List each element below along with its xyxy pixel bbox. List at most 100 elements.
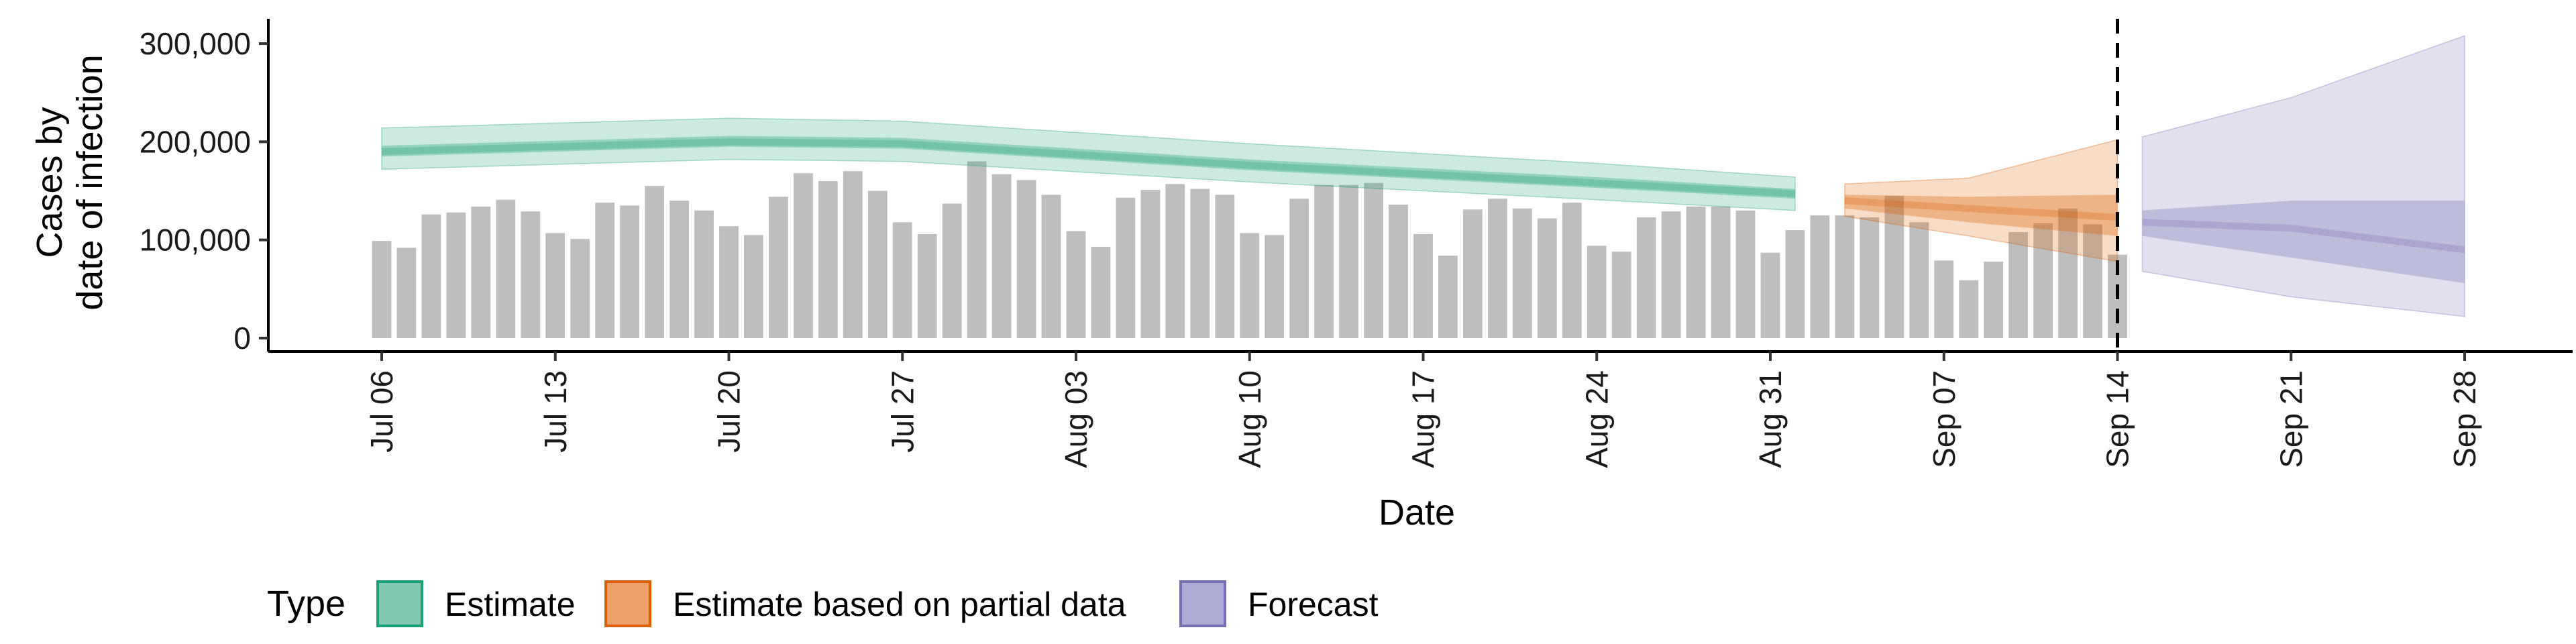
x-tick-label: Jul 20 — [712, 370, 747, 453]
observed-cases-bar — [1265, 235, 1285, 338]
observed-cases-bar — [1686, 206, 1706, 338]
observed-cases-bar — [1587, 246, 1607, 338]
observed-cases-bar — [2008, 232, 2028, 338]
x-axis-ticks: Jul 06 Jul 13 Jul 20 Jul 27 Aug 03 Aug 10 Aug … — [364, 352, 2482, 468]
observed-cases-bar — [1611, 252, 1631, 338]
observed-cases-bar — [496, 199, 516, 338]
observed-cases-bar — [991, 174, 1012, 338]
observed-cases-bar — [2058, 208, 2078, 338]
observed-cases-bar — [1041, 195, 1061, 338]
estimate-based-on-partial-data-median-band — [1844, 197, 2118, 221]
x-tick-label: Sep 21 — [2273, 370, 2308, 468]
observed-cases-bar — [521, 211, 541, 338]
observed-cases-bar — [1066, 231, 1086, 338]
legend: Type Estimate Estimate based on partial d… — [267, 580, 1379, 627]
observed-cases-bar — [917, 233, 937, 338]
x-tick-label: Aug 17 — [1406, 370, 1441, 468]
observed-cases-bar — [1116, 197, 1136, 338]
observed-cases-bar — [1562, 203, 1582, 338]
observed-cases-bar — [1661, 211, 1681, 338]
legend-swatch — [376, 580, 423, 627]
ribbons — [381, 35, 2465, 317]
observed-cases-bar — [1860, 217, 1880, 338]
observed-cases-bar — [1314, 184, 1334, 338]
estimate-median-band — [382, 138, 1795, 197]
observed-cases-bar — [1512, 208, 1532, 338]
observed-cases-bar — [1091, 246, 1111, 338]
estimate-outer-band — [381, 117, 1796, 211]
observed-cases-bar — [620, 205, 639, 338]
observed-cases-bar — [1016, 180, 1036, 338]
observed-cases-bar — [2083, 224, 2102, 338]
observed-cases-bar — [1810, 215, 1830, 338]
observed-cases-bar — [669, 201, 689, 338]
observed-cases-bar — [570, 239, 590, 338]
x-tick-label: Aug 24 — [1579, 370, 1614, 468]
observed-cases-bar — [1934, 260, 1954, 338]
observed-cases-bar — [694, 210, 714, 338]
observed-cases-bar — [1140, 190, 1161, 338]
observed-cases-bar — [794, 173, 813, 338]
observed-cases-bar — [421, 214, 441, 338]
observed-cases-bar — [595, 203, 615, 338]
observed-cases-bar — [744, 235, 763, 338]
x-tick-label: Sep 14 — [2100, 370, 2135, 468]
observed-cases-bar — [471, 206, 491, 338]
forecast-median-band — [2142, 219, 2465, 254]
observed-cases-bar — [1438, 256, 1458, 338]
observed-cases-bar — [1463, 209, 1483, 338]
observed-cases-bar — [1413, 233, 1433, 338]
observed-cases-bar — [867, 191, 888, 338]
observed-cases-bar — [1959, 280, 1979, 338]
observed-cases-bar — [719, 226, 739, 338]
observed-cases-bar — [1190, 189, 1210, 338]
observed-cases-bar — [1165, 184, 1185, 338]
observed-cases-bar — [2033, 223, 2053, 338]
forecast-inner-band — [2142, 201, 2465, 284]
legend-title: Type — [267, 584, 345, 624]
observed-cases-bar — [942, 203, 962, 338]
observed-cases-bar — [1240, 233, 1260, 338]
observed-cases-bar — [372, 241, 392, 338]
x-axis-title: Date — [1379, 492, 1455, 533]
observed-cases-bar — [818, 180, 838, 338]
estimate-based-on-partial-data-inner-band — [1844, 195, 2118, 236]
observed-cases-bar — [892, 222, 912, 338]
y-tick-label: 300,000 — [140, 26, 251, 61]
observed-cases-bar — [1488, 199, 1507, 338]
legend-item: Forecast — [1179, 580, 1379, 627]
observed-cases-bar — [1884, 195, 1904, 338]
observed-cases-bar — [1984, 261, 2004, 338]
legend-label: Forecast — [1248, 586, 1379, 623]
observed-cases-bar — [1760, 252, 1780, 338]
legend-label: Estimate — [445, 586, 576, 623]
observed-cases-bar — [1537, 218, 1557, 338]
x-tick-label: Aug 03 — [1059, 370, 1093, 468]
axes — [267, 19, 2573, 353]
y-axis-ticks: 0 100,000 200,000 300,000 — [140, 26, 268, 356]
legend-item: Estimate — [376, 580, 576, 627]
y-axis-title-line: date of infection — [70, 54, 110, 310]
x-tick-label: Sep 28 — [2447, 370, 2482, 468]
x-tick-label: Aug 10 — [1232, 370, 1267, 468]
observed-cases-bar — [1636, 217, 1656, 338]
observed-cases-bar — [1289, 199, 1309, 338]
y-axis-title: Cases bydate of infection — [30, 54, 110, 310]
observed-cases-bar — [1785, 230, 1805, 338]
observed-cases-bar — [843, 171, 863, 338]
observed-cases-bar — [446, 212, 466, 338]
x-tick-label: Jul 06 — [364, 370, 399, 453]
observed-cases-bar — [645, 186, 664, 338]
observed-cases-bar — [769, 197, 788, 338]
x-tick-label: Jul 27 — [885, 370, 920, 453]
legend-swatch — [604, 580, 651, 627]
y-tick-label: 200,000 — [140, 124, 251, 159]
x-tick-label: Jul 13 — [538, 370, 573, 453]
observed-cases-bar — [396, 248, 417, 338]
observed-cases-bar — [1909, 222, 1929, 338]
x-tick-label: Sep 07 — [1927, 370, 1962, 468]
y-tick-label: 100,000 — [140, 223, 251, 258]
observed-cases-bar — [1339, 184, 1358, 338]
observed-cases-bar — [1364, 182, 1383, 338]
